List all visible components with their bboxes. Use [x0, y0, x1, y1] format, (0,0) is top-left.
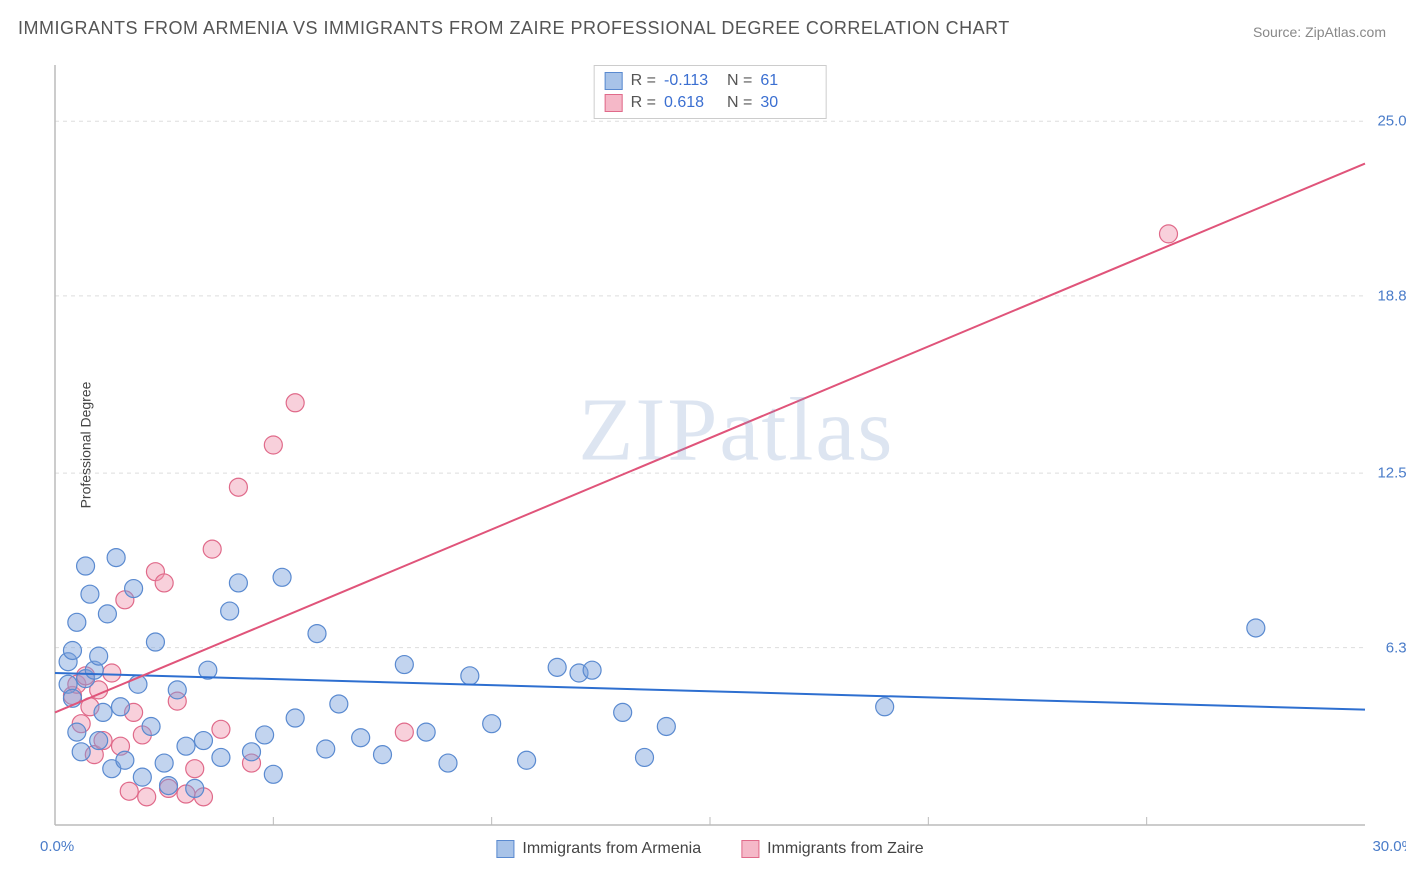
bottom-legend: Immigrants from Armenia Immigrants from …: [496, 840, 923, 858]
legend-label: Immigrants from Zaire: [767, 840, 923, 858]
n-label: N =: [727, 72, 752, 90]
y-tick-label: 18.8%: [1377, 287, 1406, 304]
n-value: 30: [760, 94, 815, 112]
y-tick-label: 25.0%: [1377, 113, 1406, 130]
legend-item: Immigrants from Zaire: [741, 840, 923, 858]
legend-swatch: [605, 72, 623, 90]
x-tick-start: 0.0%: [40, 838, 74, 855]
scatter-plot: [50, 60, 1370, 830]
legend-swatch: [605, 94, 623, 112]
stats-row: R = 0.618 N = 30: [605, 92, 816, 114]
legend-item: Immigrants from Armenia: [496, 840, 701, 858]
x-tick-end: 30.0%: [1372, 838, 1406, 855]
legend-swatch: [741, 840, 759, 858]
r-value: -0.113: [664, 72, 719, 90]
legend-label: Immigrants from Armenia: [522, 840, 701, 858]
r-label: R =: [631, 72, 656, 90]
stats-row: R = -0.113 N = 61: [605, 70, 816, 92]
n-value: 61: [760, 72, 815, 90]
r-label: R =: [631, 94, 656, 112]
n-label: N =: [727, 94, 752, 112]
chart-title: IMMIGRANTS FROM ARMENIA VS IMMIGRANTS FR…: [18, 18, 1010, 39]
chart-area: Professional Degree 6.3%12.5%18.8%25.0% …: [50, 60, 1370, 830]
r-value: 0.618: [664, 94, 719, 112]
y-tick-label: 12.5%: [1377, 465, 1406, 482]
y-tick-label: 6.3%: [1386, 639, 1406, 656]
source-label: Source: ZipAtlas.com: [1253, 24, 1386, 40]
stats-legend: R = -0.113 N = 61 R = 0.618 N = 30: [594, 65, 827, 119]
legend-swatch: [496, 840, 514, 858]
